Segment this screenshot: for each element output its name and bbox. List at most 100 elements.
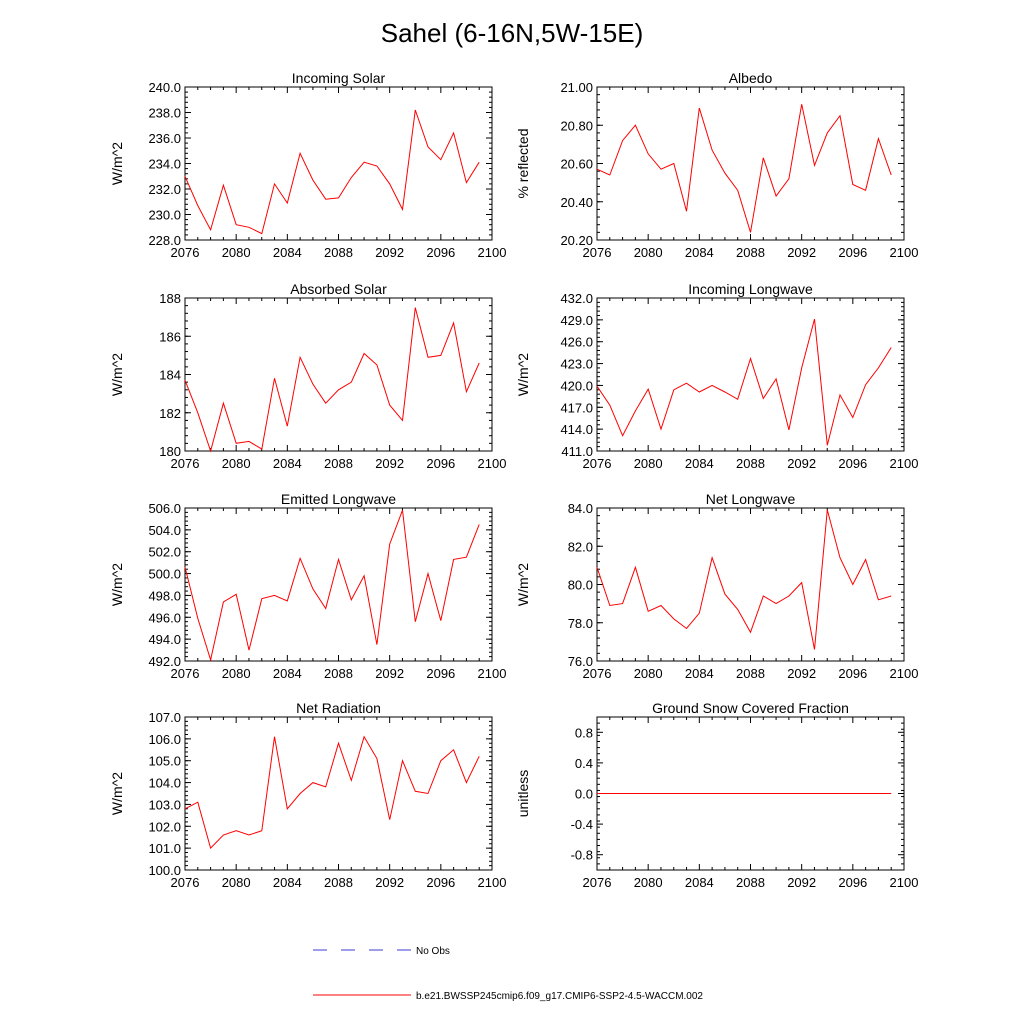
- chart-title: Ground Snow Covered Fraction: [652, 700, 849, 716]
- x-tick-label: 2092: [787, 875, 816, 890]
- y-tick-label: 20.20: [560, 233, 593, 248]
- y-tick-label: 238.0: [148, 106, 181, 121]
- y-tick-label: 0.0: [575, 787, 593, 802]
- x-tick-label: 2084: [685, 245, 714, 260]
- y-tick-label: 498.0: [148, 588, 181, 603]
- chart-panel: Net Longwave W/m^2 2076 2080 2084 2088 2092 209…: [515, 491, 918, 681]
- y-tick-label: 106.0: [148, 732, 181, 747]
- legend-model-label: b.e21.BWSSP245cmip6.f09_g17.CMIP6-SSP2-4…: [416, 991, 703, 1002]
- x-tick-label: 2088: [324, 456, 353, 471]
- x-tick-label: 2080: [222, 456, 251, 471]
- x-tick-label: 2100: [478, 875, 507, 890]
- x-tick-label: 2080: [634, 666, 663, 681]
- x-tick-label: 2084: [273, 456, 302, 471]
- y-tick-label: 104.0: [148, 776, 181, 791]
- y-axis-label: W/m^2: [109, 563, 125, 606]
- x-tick-label: 2088: [324, 875, 353, 890]
- chart-title: Incoming Longwave: [688, 281, 813, 297]
- y-tick-label: 78.0: [568, 616, 593, 631]
- x-tick-label: 2100: [890, 245, 919, 260]
- x-tick-label: 2092: [375, 456, 404, 471]
- x-tick-label: 2080: [222, 875, 251, 890]
- x-tick-label: 2100: [478, 245, 507, 260]
- y-axis-label: W/m^2: [109, 142, 125, 185]
- series-line: [184, 510, 480, 662]
- plot-frame: [184, 716, 493, 871]
- y-tick-label: 506.0: [148, 501, 181, 516]
- x-tick-label: 2084: [685, 456, 714, 471]
- x-tick-label: 2076: [171, 245, 200, 260]
- x-tick-label: 2092: [375, 666, 404, 681]
- x-tick-label: 2096: [426, 875, 455, 890]
- series-line: [184, 735, 480, 850]
- y-tick-label: 232.0: [148, 182, 181, 197]
- y-tick-label: 240.0: [148, 80, 181, 95]
- y-tick-label: 494.0: [148, 632, 181, 647]
- x-tick-label: 2084: [685, 666, 714, 681]
- x-tick-label: 2084: [273, 245, 302, 260]
- y-tick-label: 411.0: [561, 444, 593, 459]
- x-tick-label: 2100: [478, 456, 507, 471]
- y-tick-label: 105.0: [148, 754, 181, 769]
- y-axis-label: W/m^2: [109, 772, 125, 815]
- chart-title: Albedo: [729, 70, 773, 86]
- x-tick-label: 2096: [426, 245, 455, 260]
- y-tick-label: 492.0: [148, 654, 181, 669]
- plot-frame: [596, 507, 905, 662]
- x-tick-label: 2092: [375, 875, 404, 890]
- chart-panel: Emitted Longwave W/m^2 2076 2080 2084 2088 209…: [109, 491, 506, 681]
- x-tick-label: 2076: [171, 666, 200, 681]
- x-tick-label: 2084: [273, 666, 302, 681]
- y-tick-label: 502.0: [148, 545, 181, 560]
- series-line: [596, 509, 892, 650]
- x-tick-label: 2096: [426, 456, 455, 471]
- y-tick-label: 417.0: [560, 400, 593, 415]
- x-tick-label: 2092: [375, 245, 404, 260]
- y-tick-label: 496.0: [148, 610, 181, 625]
- y-tick-label: 184: [159, 368, 181, 383]
- y-tick-label: -0.8: [571, 848, 593, 863]
- y-tick-label: 420.0: [560, 378, 593, 393]
- y-tick-label: 414.0: [560, 422, 593, 437]
- x-tick-label: 2096: [838, 456, 867, 471]
- y-tick-label: 228.0: [148, 233, 181, 248]
- x-tick-label: 2076: [583, 666, 612, 681]
- chart-panel: Albedo % reflected 2076 2080 2084 2088 2092 209…: [515, 70, 918, 260]
- x-tick-label: 2088: [324, 666, 353, 681]
- y-tick-label: 82.0: [568, 539, 593, 554]
- y-tick-label: 80.0: [568, 578, 593, 593]
- chart-panel: Incoming Solar W/m^2 2076 2080 2084 2088 2092 2…: [109, 70, 506, 260]
- y-tick-label: 432.0: [560, 291, 593, 306]
- y-tick-label: -0.4: [571, 817, 593, 832]
- y-tick-label: 500.0: [148, 567, 181, 582]
- figure-title: Sahel (6-16N,5W-15E): [381, 18, 644, 48]
- x-tick-label: 2088: [736, 666, 765, 681]
- y-tick-label: 0.4: [575, 756, 593, 771]
- y-tick-label: 426.0: [560, 335, 593, 350]
- x-tick-label: 2080: [634, 875, 663, 890]
- x-tick-label: 2080: [222, 245, 251, 260]
- panels: Incoming Solar W/m^2 2076 2080 2084 2088 2092 2…: [109, 70, 918, 890]
- x-tick-label: 2080: [222, 666, 251, 681]
- x-tick-label: 2080: [634, 456, 663, 471]
- y-axis-label: W/m^2: [515, 353, 531, 396]
- y-tick-label: 20.60: [560, 157, 593, 172]
- x-tick-label: 2092: [787, 245, 816, 260]
- x-tick-label: 2092: [787, 666, 816, 681]
- y-tick-label: 429.0: [560, 313, 593, 328]
- y-tick-label: 0.8: [575, 725, 593, 740]
- x-tick-label: 2076: [171, 456, 200, 471]
- chart-panel: Ground Snow Covered Fraction unitless 2076…: [515, 700, 918, 890]
- plot-frame: [596, 86, 905, 241]
- y-tick-label: 504.0: [148, 523, 181, 538]
- y-tick-label: 21.00: [560, 80, 593, 95]
- y-tick-label: 182: [159, 406, 181, 421]
- y-tick-label: 186: [159, 329, 181, 344]
- y-tick-label: 423.0: [560, 357, 593, 372]
- y-tick-label: 103.0: [148, 797, 181, 812]
- legend-obs-label: No Obs: [416, 946, 450, 957]
- x-tick-label: 2076: [583, 875, 612, 890]
- y-tick-label: 20.80: [560, 118, 593, 133]
- x-tick-label: 2084: [273, 875, 302, 890]
